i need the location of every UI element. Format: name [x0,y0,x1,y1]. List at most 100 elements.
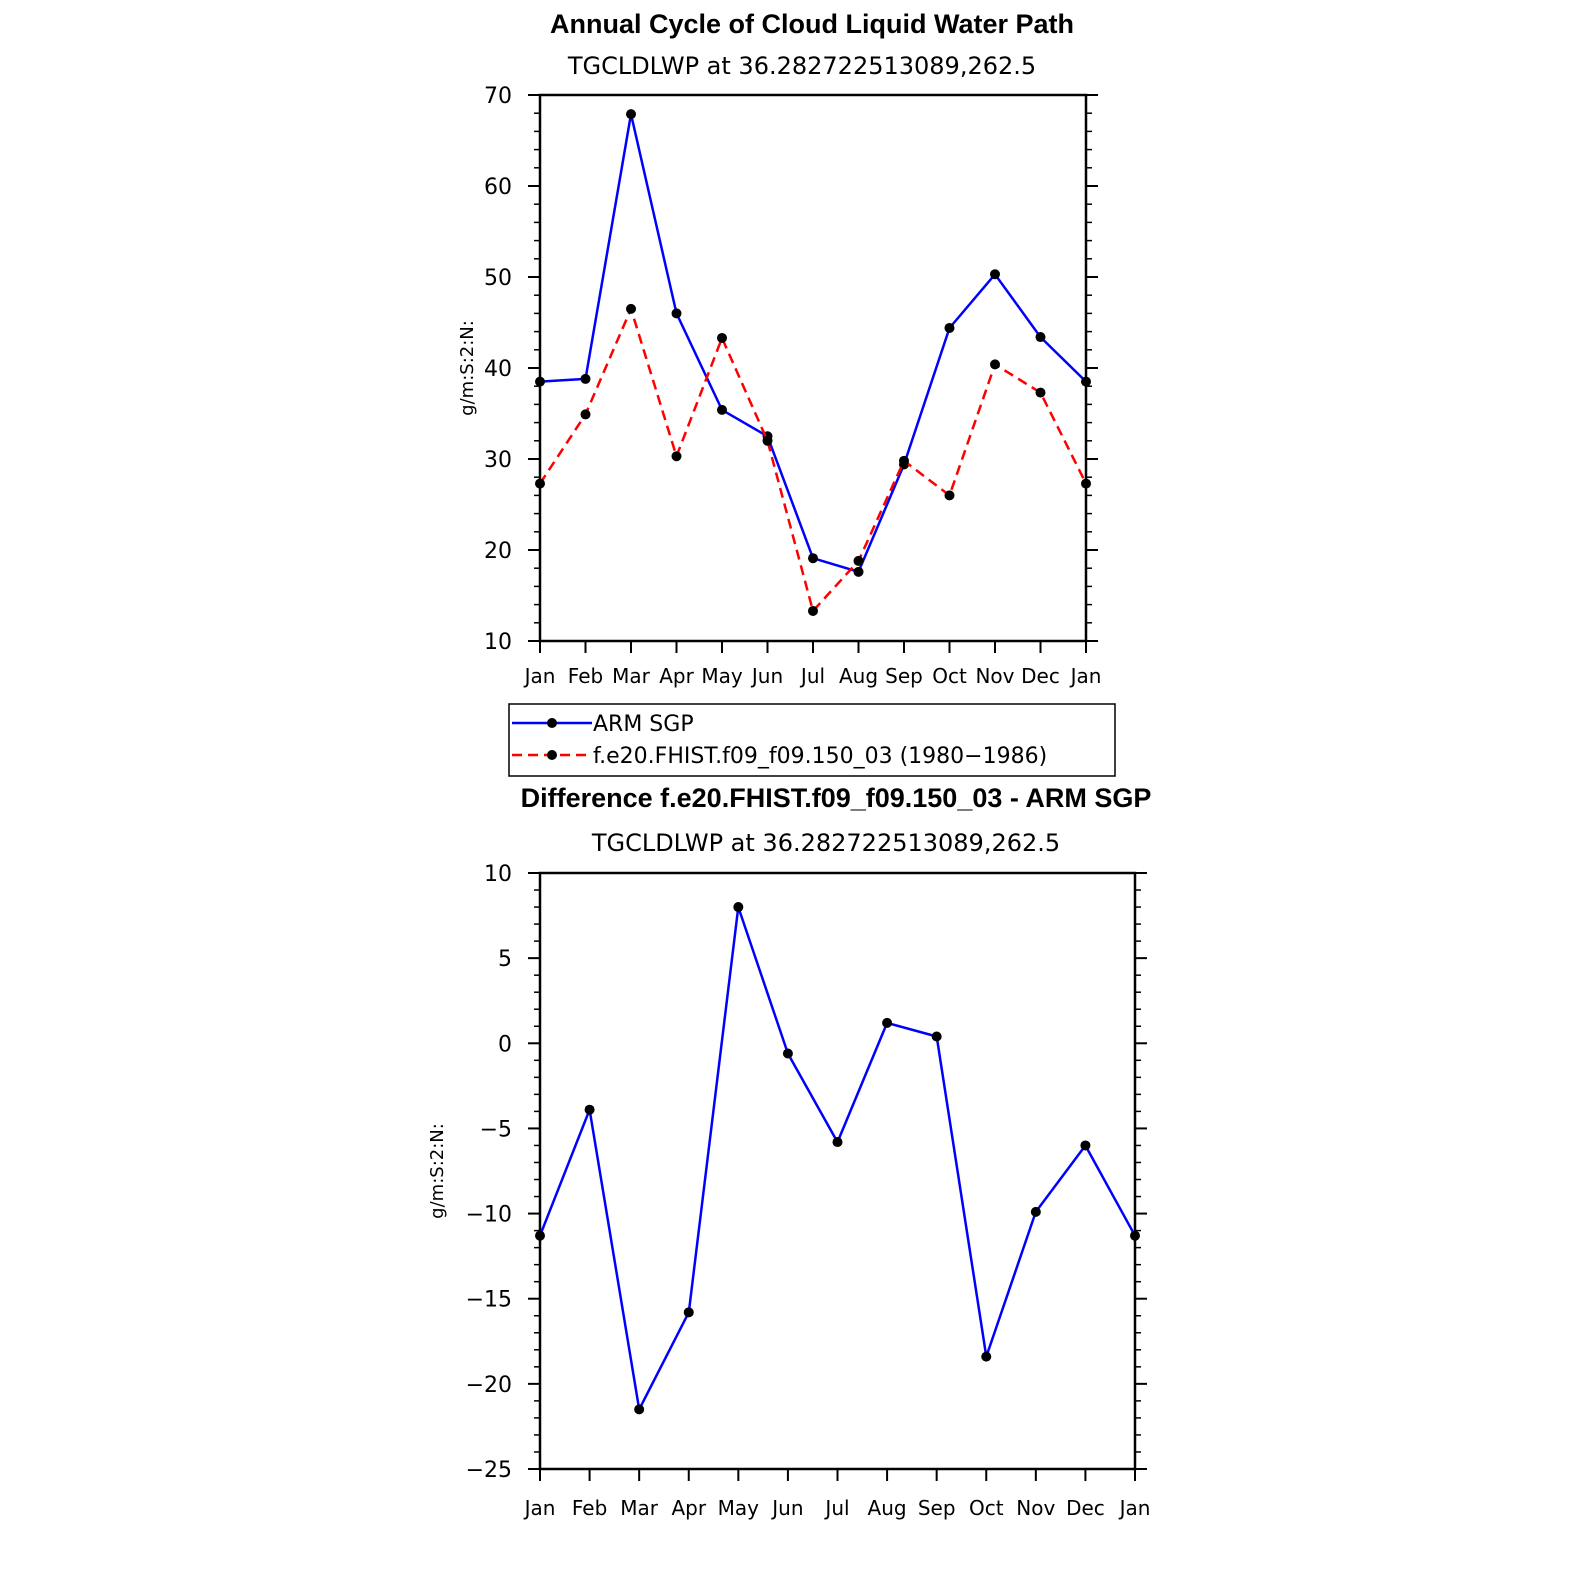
chart2-xtick-label: Feb [572,1496,607,1520]
legend-marker-model [547,750,557,760]
chart1-ytick-label: 40 [484,357,512,382]
chart1-ylabel: g/m:S:2:N: [457,320,478,416]
chart1-series-0-marker [1081,376,1091,387]
chart1-axes: 10 20 30 40 50 60 70 [484,84,1098,655]
chart2-series-0-marker [931,1031,942,1042]
chart1-subtitle: TGCLDLWP at 36.282722513089,262.5 [567,52,1036,80]
chart1-title: Annual Cycle of Cloud Liquid Water Path [550,9,1074,39]
chart2-series-0-marker [584,1104,595,1115]
chart1-xtick-label: Oct [932,664,967,688]
chart1-series-1-marker [762,435,773,446]
chart2-series-0-marker [683,1307,694,1318]
chart1-xtick-label: May [701,664,743,688]
chart2-ylabel: g/m:S:2:N: [427,1123,448,1219]
chart1-ytick-label: 20 [484,539,512,564]
chart1-series-line-1 [538,307,1088,613]
chart2-xtick-label: Jun [770,1496,803,1520]
chart1-series-0-marker [853,566,864,577]
chart2-ytick-label: 0 [498,1032,512,1057]
legend-label-arm: ARM SGP [593,712,694,737]
chart2-series-0-marker [634,1404,645,1415]
chart1-series-1-marker [899,455,909,466]
chart1-series-1-marker [535,478,545,489]
chart1-ytick-label: 30 [484,448,512,473]
chart1-series-0-marker [671,308,682,319]
chart2-ytick-label: 5 [498,947,512,972]
chart1-series-0-marker [808,553,818,564]
chart1-series-0-marker [580,373,591,384]
chart1-xtick-label: Jan [1069,664,1102,688]
chart2-xtick-label: Sep [918,1496,956,1520]
chart1-series-0-marker [1035,332,1046,343]
chart2-series-line-0 [538,905,1137,1411]
chart2-plot-frame [538,871,1137,1471]
chart1-xtick-label: Sep [885,664,923,688]
chart2-ytick-label: −15 [466,1288,512,1313]
chart2-subtitle: TGCLDLWP at 36.282722513089,262.5 [591,829,1060,857]
chart2-xtick-label: Jan [1118,1496,1151,1520]
chart2-series-0-marker [733,902,744,913]
chart2-xtick-label: Jan [523,1496,556,1520]
chart1-ytick-label: 10 [484,630,512,655]
legend-marker-arm [547,718,557,728]
chart2-title: Difference f.e20.FHIST.f09_f09.150_03 - … [521,783,1152,813]
chart2-series-0-marker [882,1017,893,1028]
chart1-series-0-marker [990,269,1000,280]
annual-cycle-chart: Annual Cycle of Cloud Liquid Water Path … [457,9,1116,777]
legend-box [508,703,1116,777]
chart2-series-0-marker [782,1048,793,1059]
chart2-xtick-label: Oct [969,1496,1004,1520]
chart1-xtick-label: Jan [523,664,556,688]
chart1-series-0-marker [717,404,727,415]
chart1-xtick-label: Jun [750,664,783,688]
chart1-series-0-marker [944,322,955,333]
legend-label-model: f.e20.FHIST.f09_f09.150_03 (1980−1986) [593,744,1047,769]
chart1-xtick-label: Mar [612,664,651,688]
chart2-xtick-label: Aug [868,1496,907,1520]
chart2-ytick-label: −5 [480,1117,512,1142]
chart1-series-1-marker [1035,387,1046,398]
chart1-xtick-label: Nov [975,664,1014,688]
chart2-series-0-marker [1130,1230,1140,1241]
chart1-series-1-marker [853,555,864,566]
chart2-series-0-marker [535,1230,545,1241]
chart2-series-0-marker [981,1351,992,1362]
chart1-ytick-label: 70 [484,84,512,109]
chart2-xtick-label: Jul [823,1496,849,1520]
chart1-ytick-label: 50 [484,266,512,291]
chart1-series-line-0 [539,112,1087,574]
legend: ARM SGP f.e20.FHIST.f09_f09.150_03 (1980… [508,703,1116,777]
chart2-xtick-label: Dec [1066,1496,1105,1520]
chart2-xtick-label: Nov [1016,1496,1055,1520]
chart1-series-1-marker [990,359,1000,370]
chart1-series [535,109,1091,616]
chart1-series-0-marker [535,376,545,387]
chart1-series-1-marker [808,605,818,616]
chart1-series-1-marker [626,303,636,314]
chart1-series-1-marker [944,490,955,501]
chart2-xtick-label: May [718,1496,760,1520]
chart1-xtick-label: Aug [839,664,878,688]
chart1-xtick-label: Dec [1021,664,1060,688]
chart2-axes: −25 −20 −15 −10 −5 0 5 10 [466,862,1147,1483]
chart1-series-1-marker [671,451,682,462]
chart1-xtick-label: Feb [568,664,603,688]
difference-chart: Difference f.e20.FHIST.f09_f09.150_03 - … [427,783,1151,1520]
chart2-xtick-label: Apr [671,1496,706,1520]
chart2-ytick-label: −10 [466,1203,512,1228]
chart1-series-1-marker [1081,478,1091,489]
chart1-xtick-label: Jul [799,664,825,688]
chart1-series-1-marker [580,409,591,420]
chart2-series-0-marker [1030,1206,1041,1217]
chart2-ytick-label: −25 [466,1458,512,1483]
chart2-series [535,902,1140,1415]
chart1-series-0-marker [626,109,636,120]
chart1-ytick-label: 60 [484,175,512,200]
chart2-ytick-label: −20 [466,1373,512,1398]
chart2-series-0-marker [1080,1140,1091,1151]
chart2-ytick-label: 10 [484,862,512,887]
chart1-xtick-label: Apr [659,664,694,688]
chart2-xtick-label: Mar [620,1496,659,1520]
chart2-series-0-marker [832,1137,843,1148]
